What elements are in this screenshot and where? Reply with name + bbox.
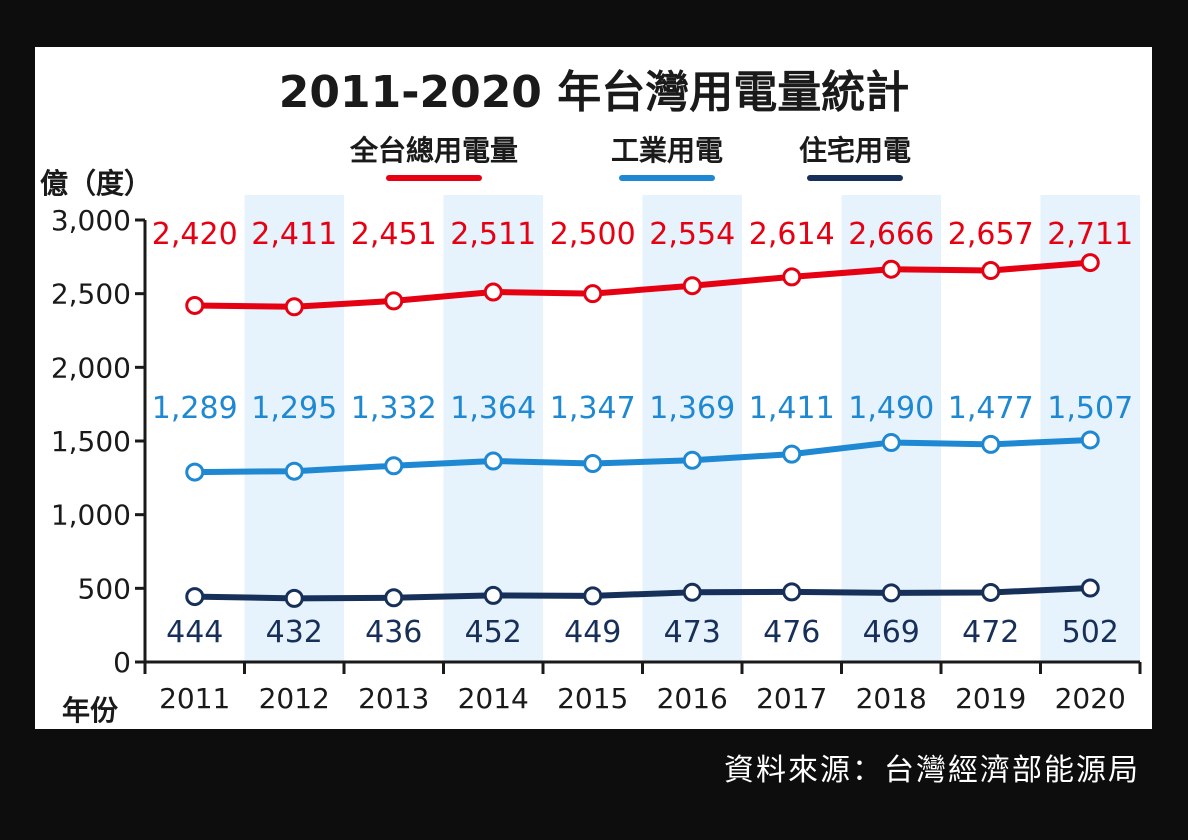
data-label: 473 [664,615,721,650]
data-point [583,284,603,304]
y-tick-label: 2,000 [51,351,131,384]
data-point [1080,578,1100,598]
x-tick-label: 2020 [1055,682,1126,715]
data-point [483,585,503,605]
y-tick-label: 1,500 [51,425,131,458]
data-labels: 2,420 2,411 2,451 2,511 2,500 2,554 2,614 2,666… [152,217,1133,650]
y-tick-label: 2,500 [51,278,131,311]
data-label: 2,554 [649,217,735,252]
x-tick-label: 2016 [657,682,728,715]
data-label: 1,332 [351,391,437,426]
data-point [284,297,304,317]
data-point [782,444,802,464]
data-label: 1,411 [749,391,835,426]
data-point [881,259,901,279]
data-label: 1,507 [1047,391,1133,426]
x-tick-label: 2017 [756,682,827,715]
data-label: 449 [564,615,621,650]
series-line [191,585,1094,602]
data-point [981,582,1001,602]
data-point [185,587,205,607]
y-tick-label: 500 [78,572,131,605]
data-point [384,456,404,476]
data-label: 1,477 [948,391,1034,426]
legend-label: 工業用電 [611,134,723,167]
data-point [1080,253,1100,273]
data-point [782,582,802,602]
series-line [191,436,1094,476]
y-axis-label: 億（度） [40,167,152,200]
data-label: 452 [465,615,522,650]
x-axis-label: 年份 [62,694,118,727]
data-point [384,291,404,311]
data-label: 502 [1062,615,1119,650]
data-label: 476 [763,615,820,650]
data-point [1080,430,1100,450]
y-tick-label: 1,000 [51,499,131,532]
data-label: 2,420 [152,217,238,252]
data-label: 1,289 [152,391,238,426]
data-label: 2,711 [1047,217,1133,252]
data-point [981,261,1001,281]
y-tick-label: 0 [113,646,131,679]
source-caption: 資料來源：台灣經濟部能源局 [724,753,1140,788]
data-label: 2,511 [450,217,536,252]
x-tick-label: 2011 [159,682,230,715]
data-point [881,583,901,603]
data-label: 432 [266,615,323,650]
data-point [583,454,603,474]
data-label: 472 [962,615,1019,650]
y-axis: 3,000 2,500 2,000 1,500 1,000 500 0 [51,204,147,679]
data-label: 2,666 [848,217,934,252]
column-band [244,195,344,662]
data-point [483,451,503,471]
data-point [782,267,802,287]
data-label: 1,369 [649,391,735,426]
x-tick-label: 2013 [358,682,429,715]
data-point [284,588,304,608]
data-label: 2,614 [749,217,835,252]
data-point [682,582,702,602]
data-point [682,450,702,470]
data-label: 1,295 [251,391,337,426]
data-point [483,282,503,302]
series-line [191,259,1094,310]
x-tick-label: 2012 [259,682,330,715]
data-point [384,588,404,608]
column-band [443,195,543,662]
data-point [185,462,205,482]
series-lines [185,253,1100,608]
legend: 全台總用電量 工業用電 住宅用電 [349,134,911,181]
data-point [981,434,1001,454]
data-label: 2,451 [351,217,437,252]
data-label: 1,490 [848,391,934,426]
data-point [185,295,205,315]
legend-label: 住宅用電 [799,134,911,167]
legend-label: 全台總用電量 [349,134,518,167]
data-label: 1,364 [450,391,536,426]
data-point [881,432,901,452]
y-tick-label: 3,000 [51,204,131,237]
x-axis: 2011 2012 2013 2014 2015 2016 2017 2018 2019 2020 [143,660,1142,715]
data-point [682,276,702,296]
data-label: 2,657 [948,217,1034,252]
x-tick-label: 2015 [557,682,628,715]
x-tick-label: 2018 [856,682,927,715]
data-label: 469 [863,615,920,650]
data-label: 2,500 [550,217,636,252]
data-label: 2,411 [251,217,337,252]
data-label: 444 [166,615,223,650]
data-point [284,461,304,481]
x-tick-label: 2014 [458,682,529,715]
data-label: 436 [365,615,422,650]
chart-title: 2011-2020 年台灣用電量統計 [279,67,910,118]
data-point [583,586,603,606]
x-tick-label: 2019 [955,682,1026,715]
chart-panel [35,47,1152,729]
data-label: 1,347 [550,391,636,426]
